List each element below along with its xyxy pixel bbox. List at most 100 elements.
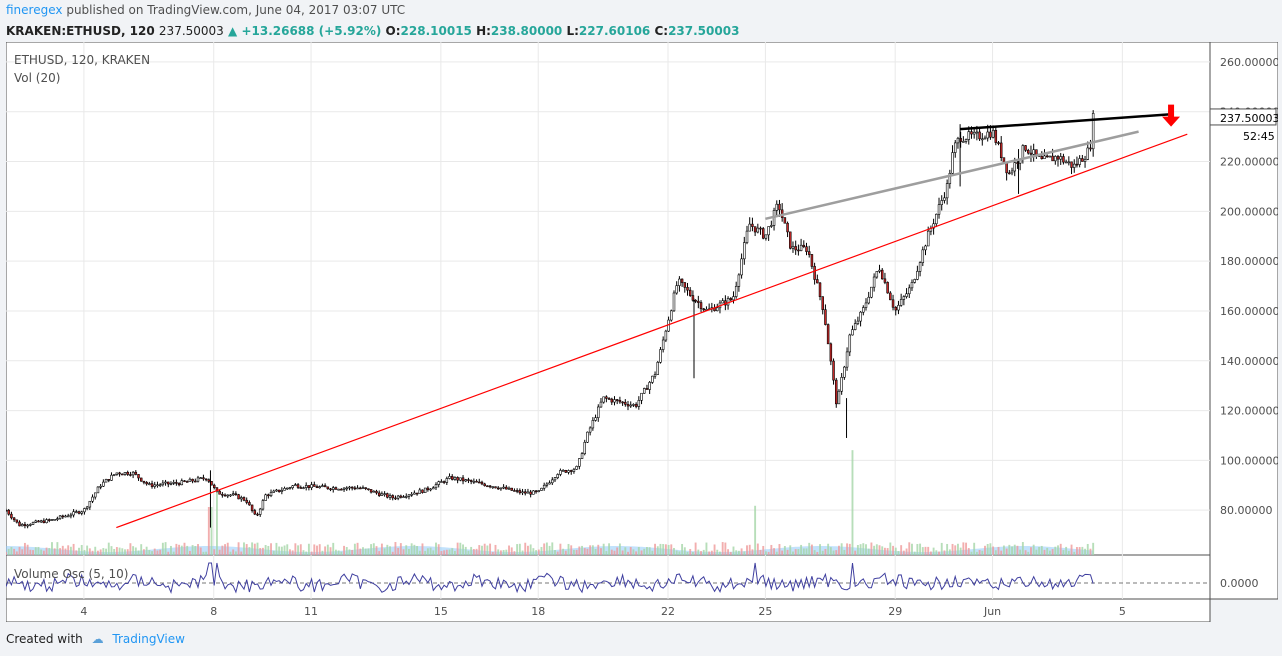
volume-bar <box>697 549 700 555</box>
volume-bar <box>713 544 716 555</box>
candle-body <box>989 131 992 138</box>
volume-bar <box>424 550 427 555</box>
volume-bar <box>278 546 281 555</box>
volume-bar <box>353 543 356 555</box>
volume-bar <box>800 544 803 555</box>
candle-body <box>521 491 524 494</box>
candle-body <box>559 470 562 475</box>
candle-body <box>321 485 324 487</box>
candle-body <box>578 458 581 467</box>
price-chart[interactable]: 260.00000240.00000220.00000200.00000180.… <box>4 41 1280 623</box>
candle-body <box>970 131 973 135</box>
candle-body <box>245 499 248 503</box>
candle-body <box>253 510 257 515</box>
volume-bar <box>413 544 416 555</box>
volume-bar <box>1081 546 1084 555</box>
volume-bar <box>613 550 616 555</box>
volume-bar <box>1000 550 1003 555</box>
osc-pane-bg <box>5 554 1211 600</box>
candle-body <box>42 520 46 524</box>
volume-bar <box>199 547 202 555</box>
candle-body <box>761 228 765 239</box>
volume-bar <box>1092 542 1095 555</box>
candle-body <box>356 487 359 490</box>
volume-bar <box>829 547 832 555</box>
volume-bar <box>343 545 345 555</box>
candle-body <box>518 490 522 494</box>
time-axis[interactable]: 4 8 11 15 18 22 25 29 Jun 5 <box>80 605 1125 618</box>
volume-bar <box>391 551 394 555</box>
candle-body <box>778 203 781 211</box>
candle-body <box>264 494 267 501</box>
price-axis-bg <box>1209 41 1279 600</box>
candle-body <box>202 477 205 480</box>
last-price-box <box>1209 108 1277 126</box>
candle-body <box>331 487 335 490</box>
candle-body <box>377 492 381 496</box>
candle-body <box>1027 149 1030 154</box>
volume-bar <box>508 545 510 555</box>
candle-body <box>645 388 649 390</box>
x-tick-label: 25 <box>758 605 772 618</box>
volume-bar <box>970 551 973 555</box>
volume-bar <box>662 544 665 555</box>
candle-body <box>1024 145 1027 151</box>
volume-bar <box>605 551 608 555</box>
candle-body <box>694 299 697 302</box>
candle-body <box>29 524 32 526</box>
volume-bar <box>627 551 629 555</box>
candle-body <box>369 489 373 493</box>
author-link[interactable]: fineregex <box>6 3 63 17</box>
countdown-label: 52:45 <box>1243 130 1275 143</box>
candle-body <box>96 486 100 494</box>
volume-bar <box>618 543 621 555</box>
volume-bar <box>900 545 903 555</box>
volume-bar <box>1032 544 1035 555</box>
volume-bar <box>440 551 443 555</box>
volume-bar <box>489 543 492 555</box>
last-price-label: 237.50003 <box>1220 112 1278 125</box>
volume-bar <box>1008 544 1011 555</box>
tradingview-brand-link[interactable]: TradingView <box>112 632 185 646</box>
candle-body <box>770 225 773 227</box>
chart-container[interactable]: 260.00000240.00000220.00000200.00000180.… <box>4 41 1280 623</box>
candle-body <box>615 399 619 401</box>
candle-body <box>610 398 614 403</box>
price-axis[interactable]: 260.00000240.00000220.00000200.00000180.… <box>1209 56 1280 517</box>
volume-bar <box>1086 543 1089 555</box>
volume-bar <box>694 542 697 555</box>
candle-body <box>1075 163 1079 166</box>
volume-bar <box>940 542 943 555</box>
volume-bar <box>151 551 153 555</box>
volume-bar <box>670 544 673 555</box>
volume-bar <box>72 543 75 555</box>
candle-body <box>10 513 13 519</box>
candle-body <box>313 484 316 487</box>
volume-bar <box>819 544 821 555</box>
grid-lines <box>6 42 1210 599</box>
volume-bar <box>245 544 248 555</box>
candle-body <box>302 487 305 489</box>
candle-body <box>656 362 660 375</box>
candle-body <box>937 204 941 215</box>
volume-bar <box>848 543 851 555</box>
volume-bar <box>213 549 216 555</box>
volume-bar <box>1005 548 1008 555</box>
volume-bar <box>237 542 240 555</box>
candle-body <box>878 269 881 272</box>
candle-body <box>737 274 741 287</box>
candle-body <box>734 286 738 297</box>
candle-body <box>507 487 511 490</box>
candle-body <box>926 230 930 247</box>
candle-body <box>648 382 651 390</box>
symbol-name: KRAKEN:ETHUSD, 120 <box>6 24 155 38</box>
candle-body <box>621 401 624 404</box>
candle-body <box>150 483 154 487</box>
volume-bar <box>1075 547 1078 555</box>
candle-body <box>77 511 81 514</box>
volume-bar <box>572 549 575 555</box>
volume-bar <box>751 549 754 555</box>
x-tick-label: 18 <box>531 605 545 618</box>
candle-body <box>58 515 62 519</box>
volume-bar <box>437 544 440 555</box>
